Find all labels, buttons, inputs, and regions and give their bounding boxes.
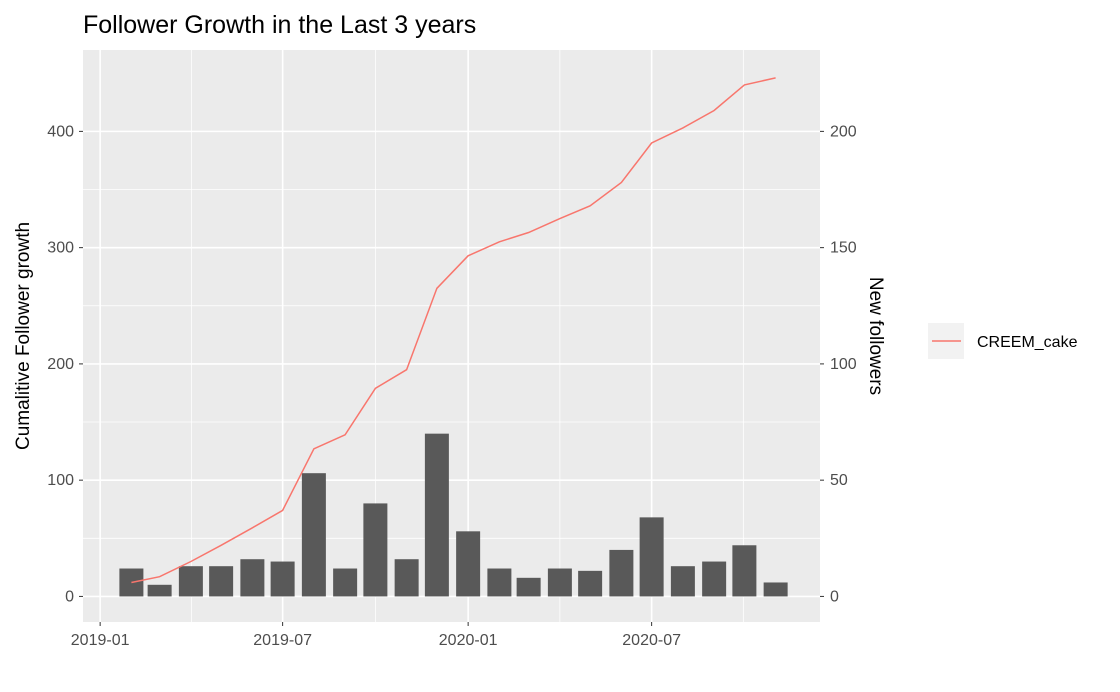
bar [147,584,172,597]
bar [301,473,326,597]
bar [763,582,788,597]
legend: CREEM_cake [928,323,1078,359]
x-tick-label: 2019-01 [71,632,130,649]
plot-panel [83,50,820,622]
legend-label: CREEM_cake [977,334,1078,351]
y-tick-label: 300 [47,240,74,257]
bar [209,566,234,597]
y-tick-label: 400 [47,123,74,140]
bars [119,433,788,597]
chart-title: Follower Growth in the Last 3 years [83,11,476,39]
bar [639,517,664,597]
bar [119,568,144,597]
x-tick-label: 2020-07 [622,632,681,649]
y2-tick-label: 0 [830,588,839,605]
bar [363,503,388,597]
bar [702,561,727,597]
right-axis: 0 50 100 150 200 [820,123,857,605]
y-tick-label: 200 [47,356,74,373]
x-axis: 2019-01 2019-07 2020-01 2020-07 [71,622,681,649]
bar [609,549,634,597]
y2-tick-label: 50 [830,472,848,489]
y2-tick-label: 100 [830,356,857,373]
bar [178,566,203,597]
y2-tick-label: 150 [830,240,857,257]
bar [670,566,695,597]
bar [578,570,603,597]
y-axis-title: Cumalitive Follower growth [13,222,34,450]
bar [424,433,449,597]
bar [456,531,481,597]
bar [240,559,265,597]
grid [83,50,820,622]
lines [131,77,776,584]
y-tick-label: 0 [65,588,74,605]
bar [333,568,358,597]
series-line [131,77,776,584]
y2-axis-title: New followers [865,277,886,395]
y2-tick-label: 200 [830,123,857,140]
x-tick-label: 2020-01 [439,632,498,649]
x-tick-label: 2019-07 [253,632,312,649]
bar [732,545,757,597]
bar [487,568,512,597]
bar [547,568,572,597]
bar [270,561,295,597]
bar [516,577,541,597]
left-axis: 0 100 200 300 400 [47,123,83,605]
bar [394,559,419,597]
y-tick-label: 100 [47,472,74,489]
